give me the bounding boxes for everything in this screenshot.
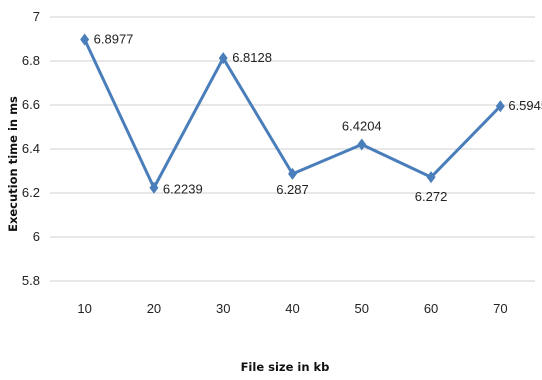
data-label: 6.8128 — [232, 50, 272, 65]
x-tick-label: 10 — [77, 301, 91, 316]
y-tick-label: 7 — [33, 9, 40, 24]
data-point-marker — [80, 33, 90, 46]
data-label: 6.4204 — [342, 119, 382, 134]
y-tick-label: 5.8 — [22, 273, 40, 288]
data-point-marker — [495, 100, 505, 113]
data-point-marker — [288, 167, 297, 180]
x-tick-label: 60 — [424, 301, 438, 316]
data-point-marker — [218, 52, 228, 65]
y-tick-label: 6 — [33, 229, 40, 244]
y-axis-label: Execution time in ms — [6, 96, 20, 232]
y-tick-label: 6.2 — [22, 185, 40, 200]
data-label: 6.8977 — [94, 32, 134, 47]
series-line — [83, 38, 502, 190]
data-point-marker — [357, 138, 367, 151]
x-axis-label: File size in kb — [241, 360, 330, 374]
data-point-marker — [149, 181, 159, 194]
x-tick-label: 20 — [147, 301, 161, 316]
y-tick-label: 6.4 — [22, 141, 40, 156]
y-tick-label: 6.6 — [22, 97, 40, 112]
x-tick-label: 30 — [216, 301, 230, 316]
data-label: 6.2239 — [163, 182, 203, 197]
data-label: 6.287 — [276, 182, 309, 197]
data-point-marker — [426, 171, 436, 184]
y-tick-label: 6.8 — [22, 53, 40, 68]
x-tick-label: 50 — [355, 301, 369, 316]
x-tick-label: 40 — [285, 301, 299, 316]
data-label: 6.272 — [415, 189, 448, 204]
data-label: 6.5945 — [508, 98, 542, 113]
x-tick-label: 70 — [493, 301, 507, 316]
